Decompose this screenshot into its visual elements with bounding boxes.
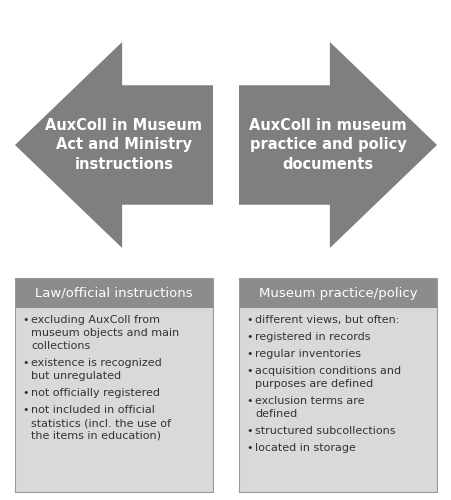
Text: Museum practice/policy: Museum practice/policy (258, 286, 416, 300)
Text: acquisition conditions and: acquisition conditions and (254, 366, 400, 376)
Text: •: • (245, 349, 252, 359)
Bar (15, 278, 212, 308)
Text: •: • (22, 405, 28, 415)
Text: registered in records: registered in records (254, 332, 370, 342)
Text: •: • (22, 315, 28, 325)
Text: located in storage: located in storage (254, 443, 355, 453)
Text: •: • (245, 332, 252, 342)
Bar (15, 278, 212, 492)
Text: •: • (245, 315, 252, 325)
Text: defined: defined (254, 409, 297, 419)
Text: AuxColl in Museum
Act and Ministry
instructions: AuxColl in Museum Act and Ministry instr… (46, 118, 202, 172)
Bar (239, 308, 436, 492)
Text: different views, but often:: different views, but often: (254, 315, 399, 325)
Text: exclusion terms are: exclusion terms are (254, 396, 364, 406)
Text: AuxColl in museum
practice and policy
documents: AuxColl in museum practice and policy do… (249, 118, 406, 172)
Bar (15, 308, 212, 492)
Text: •: • (245, 366, 252, 376)
Text: collections: collections (31, 341, 90, 351)
Text: regular inventories: regular inventories (254, 349, 360, 359)
Text: but unregulated: but unregulated (31, 371, 121, 381)
Bar (239, 278, 436, 308)
Text: •: • (245, 396, 252, 406)
Text: •: • (22, 358, 28, 368)
Text: •: • (245, 443, 252, 453)
Text: statistics (incl. the use of: statistics (incl. the use of (31, 418, 170, 428)
Text: Law/official instructions: Law/official instructions (35, 286, 193, 300)
Text: •: • (245, 426, 252, 436)
Bar (239, 278, 436, 492)
Text: purposes are defined: purposes are defined (254, 379, 373, 389)
Polygon shape (239, 42, 436, 248)
Polygon shape (15, 42, 212, 248)
Text: the items in education): the items in education) (31, 431, 161, 441)
Text: excluding AuxColl from: excluding AuxColl from (31, 315, 160, 325)
Text: structured subcollections: structured subcollections (254, 426, 395, 436)
Text: existence is recognized: existence is recognized (31, 358, 161, 368)
Text: not included in official: not included in official (31, 405, 155, 415)
Text: •: • (22, 388, 28, 398)
Text: not officially registered: not officially registered (31, 388, 160, 398)
Text: museum objects and main: museum objects and main (31, 328, 179, 338)
